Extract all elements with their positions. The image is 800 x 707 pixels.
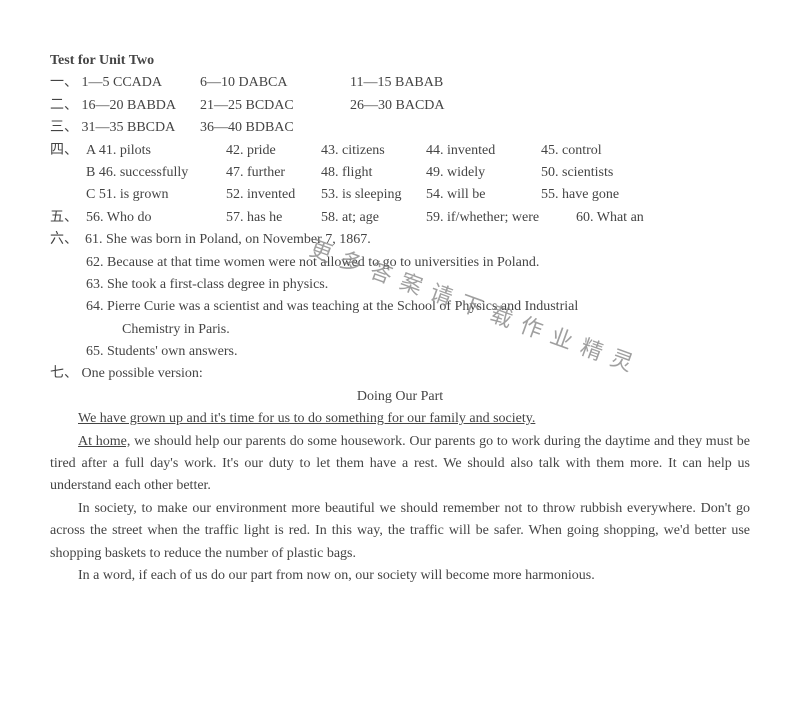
essay-p4: In a word, if each of us do our part fro… xyxy=(50,565,750,587)
section-2-label: 二、 xyxy=(50,98,78,113)
section-2: 二、 16—20 BABDA 21—25 BCDAC 26—30 BACDA xyxy=(50,95,750,117)
s2-g3-ans: BACDA xyxy=(396,98,445,113)
s2-g3-range: 26—30 xyxy=(350,98,392,113)
essay-p2-rest: we should help our parents do some house… xyxy=(50,434,750,494)
s2-g1-ans: BABDA xyxy=(127,98,176,113)
s4-r1-c3: 43. citizens xyxy=(321,140,426,162)
s3-g1-ans: BBCDA xyxy=(127,120,175,135)
s4-r3-c4: 54. will be xyxy=(426,184,541,206)
essay-p1-underline: We have grown up and it's time for us to… xyxy=(78,411,535,426)
s1-g3-ans: BABAB xyxy=(395,75,443,90)
s3-g2-range: 36—40 xyxy=(200,120,242,135)
s7-lead: One possible version: xyxy=(82,366,203,381)
s5-c2: 57. has he xyxy=(226,207,321,229)
section-3: 三、 31—35 BBCDA 36—40 BDBAC xyxy=(50,117,750,139)
s4-r1-c2: 42. pride xyxy=(226,140,321,162)
section-5-label: 五、 xyxy=(50,207,86,229)
s5-c5: 60. What an xyxy=(576,207,666,229)
s5-c1: 56. Who do xyxy=(86,207,226,229)
s1-g2-ans: DABCA xyxy=(239,75,288,90)
essay-p2: At home, we should help our parents do s… xyxy=(50,431,750,498)
s1-g1-range: 1—5 xyxy=(82,75,110,90)
section-7: 七、 One possible version: Doing Our Part … xyxy=(50,363,750,587)
essay-p2-lead: At home, xyxy=(78,434,130,449)
section-4-label: 四、 xyxy=(50,140,86,207)
s1-g3-range: 11—15 xyxy=(350,75,391,90)
s5-c3: 58. at; age xyxy=(321,207,426,229)
s4-r1-c1: A 41. pilots xyxy=(86,140,226,162)
s1-g1-ans: CCADA xyxy=(113,75,162,90)
s4-r3-c3: 53. is sleeping xyxy=(321,184,426,206)
section-7-label: 七、 xyxy=(50,366,78,381)
essay-title: Doing Our Part xyxy=(50,386,750,408)
s3-g1-range: 31—35 xyxy=(82,120,124,135)
section-6: 六、 61. She was born in Poland, on Novemb… xyxy=(50,229,750,363)
s4-r2-c2: 47. further xyxy=(226,162,321,184)
s6-item-3: 63. She took a first-class degree in phy… xyxy=(50,274,750,296)
s4-r3-c2: 52. invented xyxy=(226,184,321,206)
s6-item-1: 61. She was born in Poland, on November … xyxy=(85,232,371,247)
essay-p1: We have grown up and it's time for us to… xyxy=(50,408,750,430)
s4-r3-c5: 55. have gone xyxy=(541,184,646,206)
s6-item-5: 65. Students' own answers. xyxy=(50,341,750,363)
s4-r2-c5: 50. scientists xyxy=(541,162,646,184)
s4-r1-c4: 44. invented xyxy=(426,140,541,162)
s2-g1-range: 16—20 xyxy=(82,98,124,113)
section-1: 一、 1—5 CCADA 6—10 DABCA 11—15 BABAB xyxy=(50,72,750,94)
unit-title: Test for Unit Two xyxy=(50,50,750,72)
s4-r2-c4: 49. widely xyxy=(426,162,541,184)
s2-g2-ans: BCDAC xyxy=(246,98,294,113)
section-4: 四、 A 41. pilots 42. pride 43. citizens 4… xyxy=(50,140,750,207)
s6-item-4b: Chemistry in Paris. xyxy=(50,319,750,341)
essay-p3: In society, to make our environment more… xyxy=(50,498,750,565)
s3-g2-ans: BDBAC xyxy=(246,120,294,135)
s1-g2-range: 6—10 xyxy=(200,75,235,90)
s6-item-4: 64. Pierre Curie was a scientist and was… xyxy=(50,296,750,318)
s4-r3-c1: C 51. is grown xyxy=(86,184,226,206)
section-5: 五、 56. Who do 57. has he 58. at; age 59.… xyxy=(50,207,750,229)
s5-c4: 59. if/whether; were xyxy=(426,207,576,229)
s4-r2-c3: 48. flight xyxy=(321,162,426,184)
section-3-label: 三、 xyxy=(50,120,78,135)
s2-g2-range: 21—25 xyxy=(200,98,242,113)
section-1-label: 一、 xyxy=(50,75,78,90)
section-6-label: 六、 xyxy=(50,232,78,247)
s6-item-2: 62. Because at that time women were not … xyxy=(50,252,750,274)
s4-r2-c1: B 46. successfully xyxy=(86,162,226,184)
s4-r1-c5: 45. control xyxy=(541,140,646,162)
